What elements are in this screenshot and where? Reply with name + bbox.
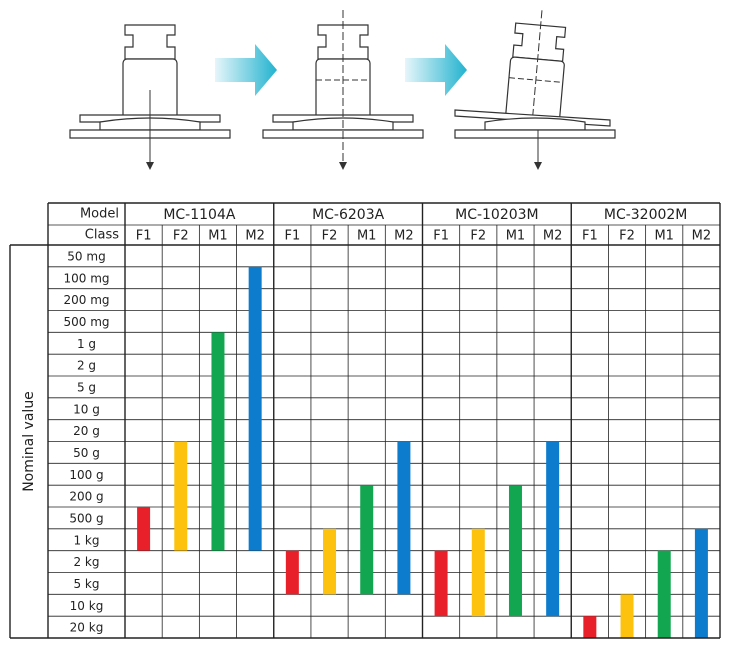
range-bar <box>620 594 634 638</box>
class-name: M1 <box>208 229 228 244</box>
nominal-value: 1 g <box>77 337 96 351</box>
nominal-value: 200 g <box>69 490 103 504</box>
nominal-value: 100 g <box>69 468 103 482</box>
nominal-value: 50 mg <box>67 249 105 263</box>
class-name: M2 <box>394 229 414 244</box>
weight-centered <box>262 10 424 170</box>
arrow <box>405 44 467 96</box>
class-name: F2 <box>470 229 486 244</box>
class-name: M1 <box>506 229 526 244</box>
class-name: F1 <box>136 229 152 244</box>
class-name: F1 <box>582 229 598 244</box>
class-name: F1 <box>284 229 300 244</box>
class-name: F1 <box>433 229 449 244</box>
range-bar <box>360 485 374 595</box>
model-name: MC-6203A <box>312 207 385 223</box>
model-name: MC-10203M <box>455 207 539 223</box>
range-bar <box>657 550 671 638</box>
range-table: Model Class Nominal value 50 mg 100 mg 200 mg… <box>9 202 721 639</box>
nominal-value: 2 kg <box>73 555 99 569</box>
range-bar <box>508 485 522 617</box>
nominal-value: 20 g <box>73 424 100 438</box>
nominal-value: 10 g <box>73 402 100 416</box>
class-name: M2 <box>543 229 563 244</box>
nominal-value: 100 mg <box>63 271 109 285</box>
arrow <box>215 44 277 96</box>
nominal-value: 200 mg <box>63 293 109 307</box>
class-name: M2 <box>245 229 265 244</box>
weight-upright <box>69 24 231 170</box>
class-name: M1 <box>357 229 377 244</box>
range-bar <box>323 528 337 595</box>
range-bar <box>211 332 225 551</box>
nominal-value: 50 g <box>73 446 100 460</box>
nominal-value: 10 kg <box>70 599 104 613</box>
range-bar <box>546 441 560 617</box>
class-name: M1 <box>654 229 674 244</box>
model-name: MC-32002M <box>604 207 688 223</box>
range-bar <box>137 507 151 551</box>
class-name: M2 <box>692 229 712 244</box>
class-header: Class <box>85 228 119 243</box>
nominal-value: 2 g <box>77 359 96 373</box>
range-bar <box>285 550 299 595</box>
range-bar <box>248 266 262 551</box>
range-bar <box>471 528 485 617</box>
class-name: F2 <box>173 229 189 244</box>
weight-tilted <box>454 10 616 170</box>
model-header: Model <box>80 207 119 222</box>
nominal-value: 20 kg <box>70 621 104 635</box>
nominal-value: 1 kg <box>73 533 99 547</box>
range-bar <box>694 528 708 638</box>
nominal-value: 500 g <box>69 511 103 525</box>
range-bar <box>583 616 597 638</box>
nominal-value: 5 g <box>77 380 96 394</box>
nominal-value: 5 kg <box>73 577 99 591</box>
class-name: F2 <box>619 229 635 244</box>
class-name: F2 <box>322 229 338 244</box>
nominal-value: 500 mg <box>63 315 109 329</box>
model-name: MC-1104A <box>163 207 236 223</box>
range-bar <box>174 441 188 551</box>
range-bar <box>434 550 448 617</box>
illustration <box>69 10 616 170</box>
range-bar <box>397 441 411 595</box>
axis-label: Nominal value <box>21 391 37 492</box>
